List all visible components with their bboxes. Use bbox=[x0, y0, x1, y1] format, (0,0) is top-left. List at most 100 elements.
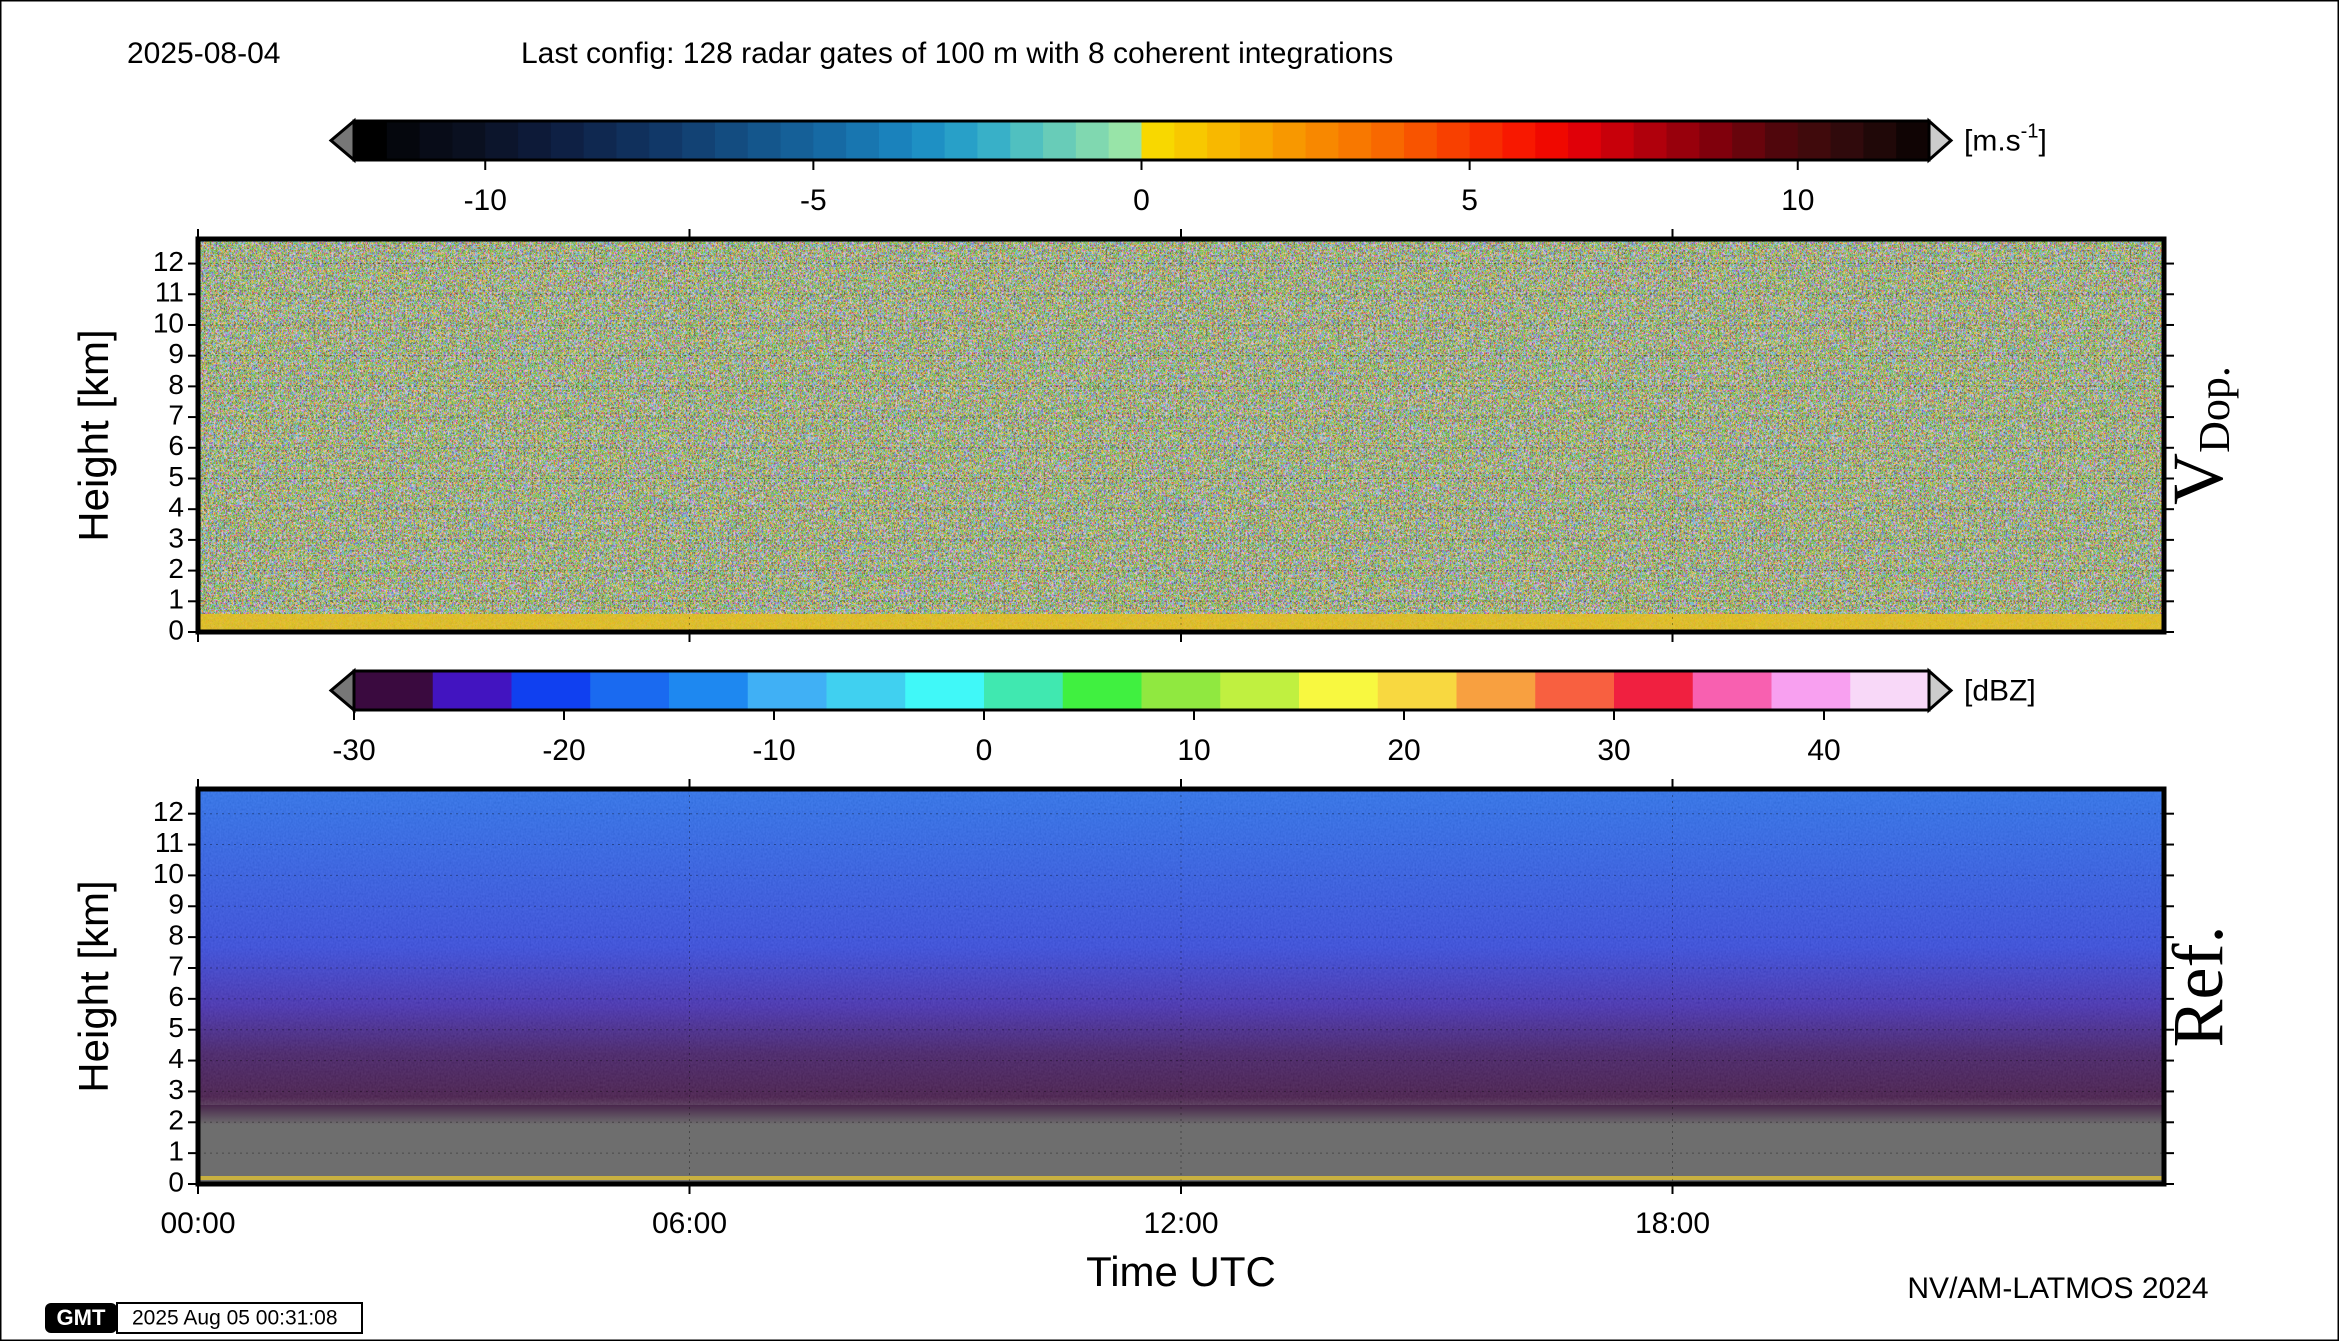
colorbar-swatch bbox=[1535, 121, 1569, 160]
x-axis-label: Time UTC bbox=[1086, 1248, 1276, 1295]
panel-label-main: V bbox=[2158, 453, 2238, 505]
colorbar-swatch bbox=[1371, 121, 1405, 160]
colorbar-swatch bbox=[550, 121, 585, 160]
x-tick-label: 12:00 bbox=[1143, 1207, 1218, 1240]
y-tick-label: 6 bbox=[168, 430, 184, 461]
y-tick-label: 0 bbox=[168, 614, 184, 645]
colorbar-swatch bbox=[1692, 671, 1772, 710]
colorbar-swatch bbox=[583, 121, 617, 160]
colorbar-swatch bbox=[1666, 121, 1700, 160]
y-axis-label: Height [km] bbox=[70, 329, 117, 541]
colorbar-tick-label: -30 bbox=[332, 734, 375, 767]
colorbar-unit: [m.s-1] bbox=[1964, 121, 2047, 158]
y-tick-label: 12 bbox=[153, 796, 184, 827]
colorbar-swatch bbox=[1108, 121, 1142, 160]
colorbar-swatch bbox=[616, 121, 650, 160]
panel-label: VDop. bbox=[2158, 366, 2240, 505]
colorbar-swatch bbox=[826, 671, 906, 710]
colorbar-tick-label: 20 bbox=[1387, 734, 1420, 767]
y-tick-label: 7 bbox=[168, 399, 184, 430]
colorbar-swatch bbox=[1338, 121, 1372, 160]
y-tick-label: 5 bbox=[168, 1012, 184, 1043]
colorbar-swatch bbox=[846, 121, 880, 160]
colorbar-swatch bbox=[419, 121, 453, 160]
x-tick-label: 06:00 bbox=[652, 1207, 727, 1240]
colorbar-frame bbox=[352, 669, 1931, 712]
unit-part: -1 bbox=[2021, 121, 2039, 143]
y-tick-label: 8 bbox=[168, 369, 184, 400]
timestamp-box bbox=[116, 1302, 363, 1334]
colorbar-swatch bbox=[1797, 121, 1832, 160]
y-tick-label: 4 bbox=[168, 492, 184, 523]
x-tick-label: 00:00 bbox=[160, 1207, 235, 1240]
low-band bbox=[198, 1176, 2164, 1180]
colorbar-swatch bbox=[1062, 671, 1142, 710]
colorbar-tick-label: -10 bbox=[464, 184, 507, 217]
colorbar-swatch bbox=[682, 121, 716, 160]
y-tick-label: 2 bbox=[168, 1105, 184, 1136]
colorbar-swatch bbox=[911, 121, 946, 160]
colorbar-swatch bbox=[452, 121, 486, 160]
colorbar-swatch bbox=[1863, 121, 1897, 160]
y-tick-label: 10 bbox=[153, 858, 184, 889]
colorbar-swatch bbox=[1207, 121, 1241, 160]
colorbar-swatch bbox=[1305, 121, 1339, 160]
y-tick-label: 10 bbox=[153, 307, 184, 338]
colorbar-swatch bbox=[432, 671, 512, 710]
y-tick-label: 12 bbox=[153, 246, 184, 277]
colorbar-tick-label: 0 bbox=[976, 734, 993, 767]
colorbar-swatch bbox=[714, 121, 749, 160]
unit-part: ] bbox=[2038, 124, 2046, 157]
colorbar-tick-label: -10 bbox=[752, 734, 795, 767]
colorbar-swatch bbox=[1764, 121, 1799, 160]
y-tick-label: 9 bbox=[168, 889, 184, 920]
y-tick-label: 11 bbox=[155, 827, 184, 858]
colorbar-swatch bbox=[780, 121, 814, 160]
colorbar-swatch bbox=[1502, 121, 1536, 160]
colorbar-swatch bbox=[1141, 671, 1221, 710]
colorbar-tick-label: -20 bbox=[542, 734, 585, 767]
x-tick-label: 18:00 bbox=[1635, 1207, 1710, 1240]
gmt-logo-text: GMT bbox=[57, 1305, 106, 1330]
y-tick-label: 1 bbox=[168, 584, 184, 615]
colorbar-tick-label: 30 bbox=[1597, 734, 1630, 767]
colorbar-swatch bbox=[1633, 121, 1667, 160]
colorbar-swatch bbox=[511, 671, 591, 710]
colorbar-swatch bbox=[1377, 671, 1457, 710]
colorbar-unit: [dBZ] bbox=[1964, 674, 2036, 707]
colorbar-swatch bbox=[1614, 671, 1694, 710]
date: 2025-08-04 bbox=[127, 37, 280, 70]
credit: NV/AM-LATMOS 2024 bbox=[1907, 1272, 2208, 1305]
colorbar-swatch bbox=[1732, 121, 1766, 160]
colorbar-swatch bbox=[1075, 121, 1110, 160]
colorbar-swatch bbox=[1010, 121, 1044, 160]
colorbar-swatch bbox=[1299, 671, 1379, 710]
y-tick-label: 8 bbox=[168, 920, 184, 951]
y-tick-label: 3 bbox=[168, 522, 184, 553]
colorbar-swatch bbox=[485, 121, 519, 160]
timestamp: 2025 Aug 05 00:31:08 bbox=[132, 1307, 338, 1330]
y-tick-label: 11 bbox=[155, 277, 184, 308]
colorbar-swatch bbox=[1141, 121, 1175, 160]
colorbar-swatch bbox=[813, 121, 847, 160]
colorbar-swatch bbox=[1600, 121, 1635, 160]
y-tick-label: 2 bbox=[168, 553, 184, 584]
colorbar-tick-label: 10 bbox=[1781, 184, 1814, 217]
panel-label: Ref. bbox=[2158, 926, 2238, 1048]
plot-frame bbox=[195, 786, 2167, 1187]
y-tick-label: 5 bbox=[168, 461, 184, 492]
colorbar-swatch bbox=[590, 671, 670, 710]
colorbar-tick-label: 5 bbox=[1461, 184, 1478, 217]
colorbar-swatch bbox=[1896, 121, 1930, 160]
colorbar-swatch bbox=[518, 121, 552, 160]
colorbar-swatch bbox=[747, 121, 782, 160]
low-band bbox=[198, 614, 2164, 632]
colorbar-swatch bbox=[1771, 671, 1851, 710]
colorbar-swatch bbox=[1272, 121, 1307, 160]
colorbar-swatch bbox=[669, 671, 749, 710]
colorbar-swatch bbox=[1456, 671, 1536, 710]
y-tick-label: 9 bbox=[168, 338, 184, 369]
plot-frame bbox=[195, 236, 2167, 635]
y-tick-label: 0 bbox=[168, 1166, 184, 1197]
